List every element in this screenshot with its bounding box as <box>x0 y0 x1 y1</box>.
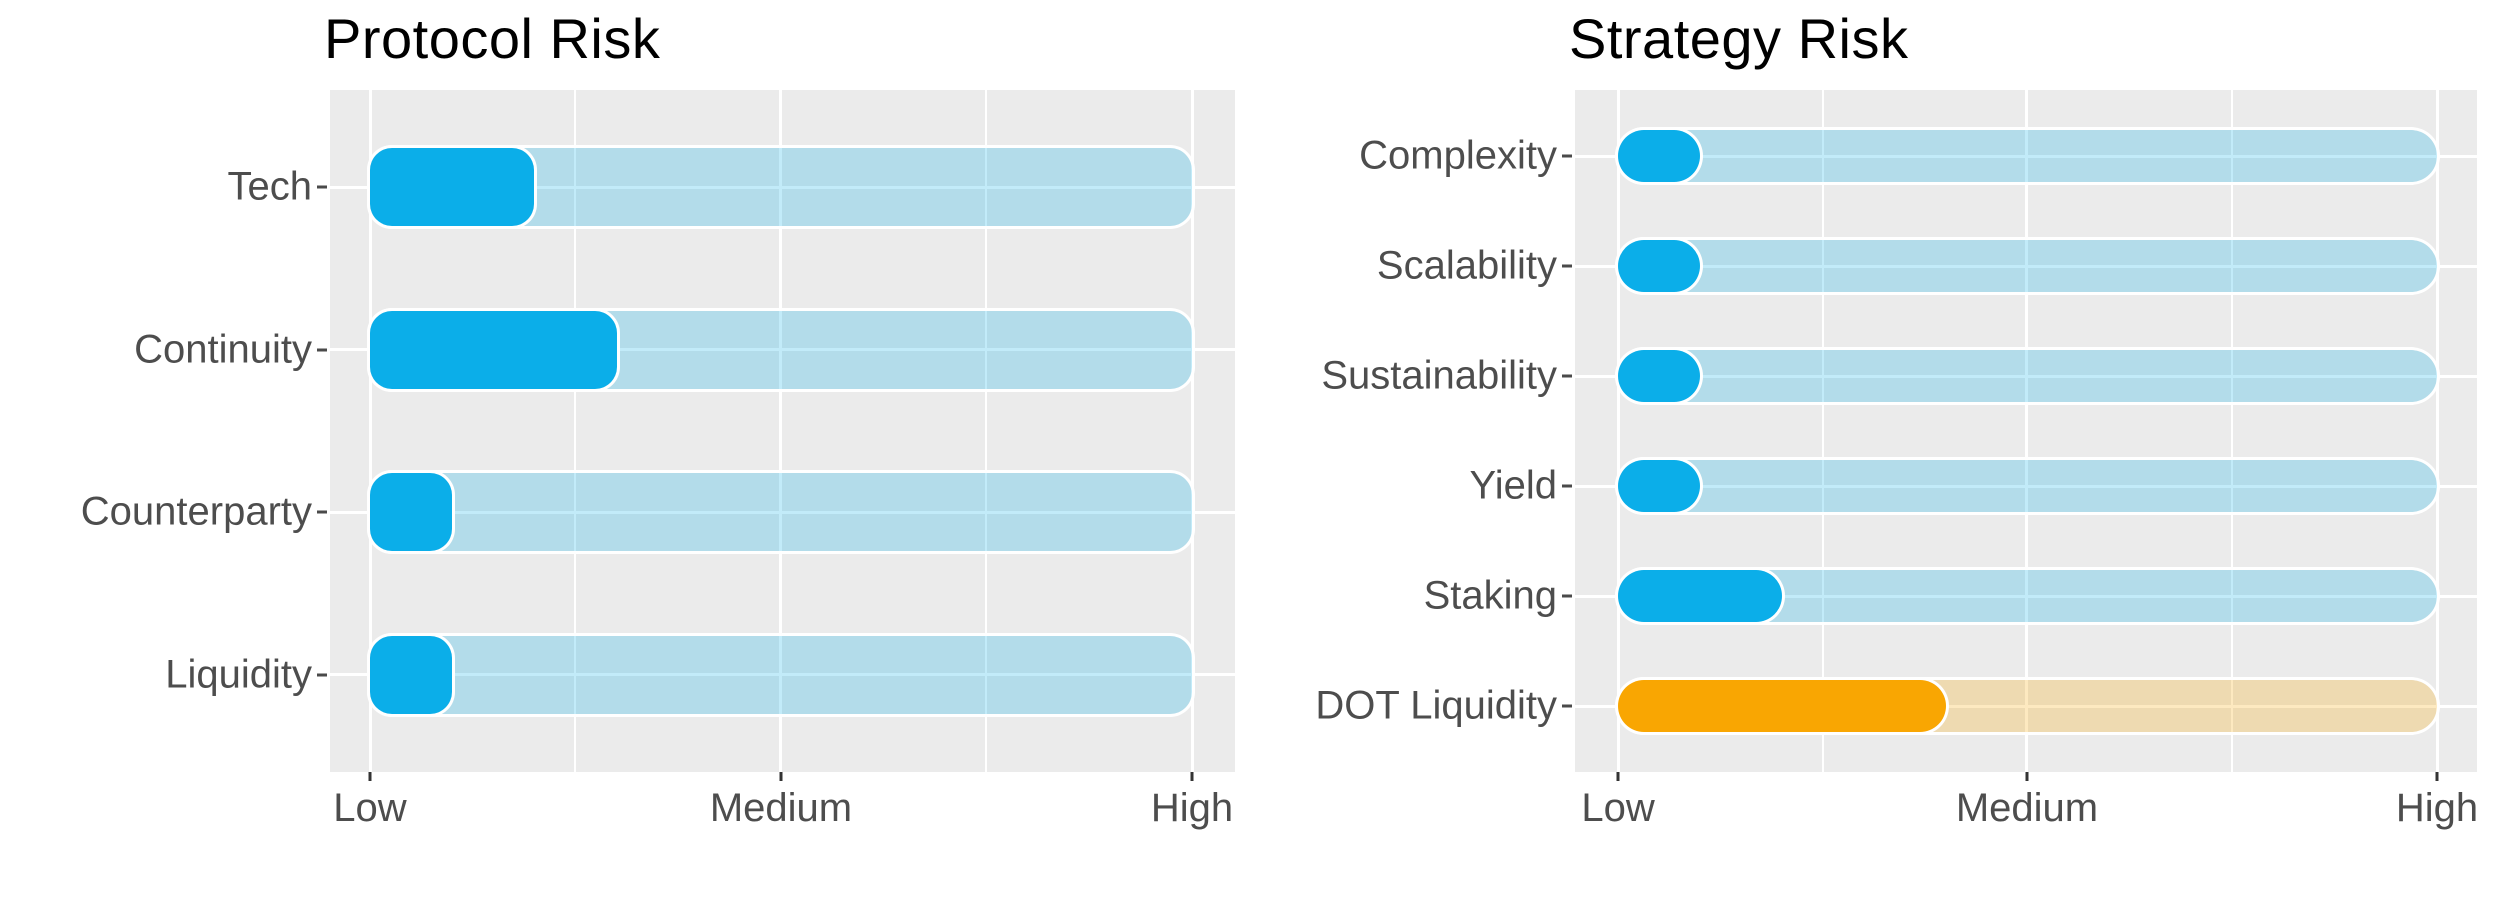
row-gridline <box>1575 264 2477 268</box>
y-label-yield: Yield <box>1469 463 1557 508</box>
bar-sustainability <box>1618 350 1700 402</box>
y-label-staking: Staking <box>1423 573 1557 618</box>
y-label-scalability: Scalability <box>1376 243 1557 288</box>
x-tick-low <box>368 772 372 781</box>
y-tick <box>1562 374 1572 378</box>
y-label-complexity: Complexity <box>1359 133 1557 178</box>
y-label-liquidity: Liquidity <box>165 652 312 697</box>
track-counterparty <box>370 473 1192 552</box>
row-gridline <box>1575 154 2477 158</box>
x-tick-high <box>2435 772 2439 781</box>
bar-yield <box>1618 460 1700 512</box>
y-tick <box>317 185 327 189</box>
track-scalability <box>1618 240 2438 292</box>
y-tick <box>1562 704 1572 708</box>
x-tick-medium <box>779 772 783 781</box>
row-gridline <box>1575 594 2477 598</box>
bar-complexity <box>1618 130 1700 182</box>
plot-panel-strategy <box>1575 90 2477 772</box>
row-gridline <box>1575 704 2477 708</box>
y-tick <box>317 673 327 677</box>
y-tick <box>317 510 327 514</box>
major-gridline <box>779 90 783 772</box>
major-gridline <box>1190 90 1194 772</box>
x-tick-low <box>1616 772 1620 781</box>
protocol-risk-chart: Protocol Risk Tech Continuity Counterparty… <box>80 7 1235 830</box>
y-label-counterparty: Counterparty <box>80 489 312 534</box>
x-label-high: High <box>2395 786 2479 830</box>
major-gridline <box>2435 90 2439 772</box>
y-label-tech: Tech <box>227 164 313 209</box>
y-tick <box>1562 484 1572 488</box>
y-tick <box>1562 594 1572 598</box>
y-label-dot-liquidity: DOT Liquidity <box>1315 683 1557 728</box>
y-tick <box>1562 154 1572 158</box>
minor-gridline <box>1821 90 1824 772</box>
bar-continuity <box>370 310 617 389</box>
y-label-sustainability: Sustainability <box>1321 353 1557 398</box>
x-label-medium: Medium <box>1955 786 2099 830</box>
bar-staking <box>1618 570 1782 622</box>
row-gridline <box>330 348 1235 352</box>
chart-title-protocol: Protocol Risk <box>324 7 661 70</box>
row-gridline <box>1575 484 2477 488</box>
strategy-risk-chart: Strategy Risk Complexity Scalability Susta… <box>1250 0 2500 900</box>
plot-panel-protocol <box>330 90 1235 772</box>
bar-liquidity <box>370 635 453 714</box>
minor-gridline <box>2231 90 2234 772</box>
x-label-medium: Medium <box>709 786 853 830</box>
track-sustainability <box>1618 350 2438 402</box>
y-tick <box>317 348 327 352</box>
major-gridline <box>1616 90 1620 772</box>
bar-counterparty <box>370 473 453 552</box>
x-label-high: High <box>1150 786 1234 830</box>
y-tick <box>1562 264 1572 268</box>
track-yield <box>1618 460 2438 512</box>
track-liquidity <box>370 635 1192 714</box>
x-tick-high <box>1190 772 1194 781</box>
major-gridline <box>368 90 372 772</box>
bar-tech <box>370 148 535 227</box>
row-gridline <box>330 185 1235 189</box>
minor-gridline <box>985 90 988 772</box>
major-gridline <box>2025 90 2029 772</box>
chart-title-strategy: Strategy Risk <box>1569 7 1909 70</box>
bar-dot-liquidity <box>1618 680 1946 732</box>
track-complexity <box>1618 130 2438 182</box>
y-label-continuity: Continuity <box>134 327 312 372</box>
minor-gridline <box>574 90 577 772</box>
row-gridline <box>330 510 1235 514</box>
row-gridline <box>330 673 1235 677</box>
row-gridline <box>1575 374 2477 378</box>
x-label-low: Low <box>333 786 407 830</box>
bar-scalability <box>1618 240 1700 292</box>
x-tick-medium <box>2025 772 2029 781</box>
x-label-low: Low <box>1581 786 1655 830</box>
